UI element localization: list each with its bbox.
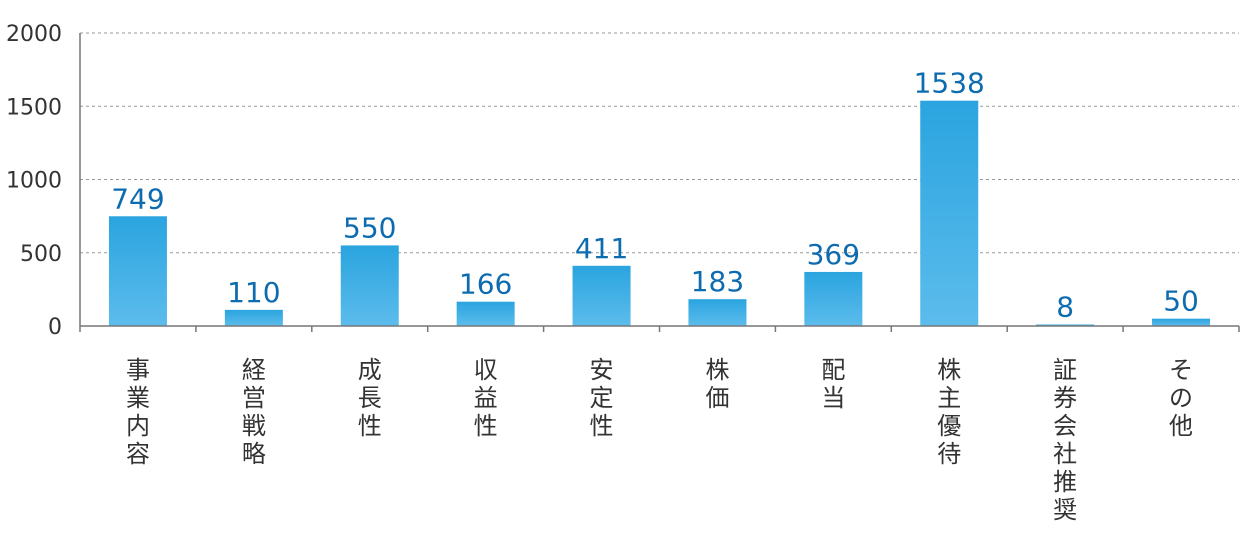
category-label: 株主優待 <box>937 356 961 468</box>
data-label: 50 <box>1163 285 1199 318</box>
data-label: 183 <box>691 265 744 298</box>
data-label: 166 <box>459 268 512 301</box>
bar <box>804 271 863 326</box>
y-tick-label: 2000 <box>6 22 62 47</box>
bar <box>1152 318 1211 326</box>
y-tick-label: 500 <box>20 242 62 267</box>
y-tick-label: 0 <box>48 315 62 340</box>
bar <box>224 309 283 326</box>
x-axis-categories: 事業内容 経営戦略 成長性 収益性 安定性 株価 配当 株主優待 証券会社推奨 その他 <box>126 356 1193 524</box>
category-label: 安定性 <box>590 356 614 440</box>
category-label: 株価 <box>705 356 729 412</box>
bars <box>108 100 1211 326</box>
data-label: 369 <box>807 238 860 271</box>
category-label: 収益性 <box>474 356 498 440</box>
category-label: 配当 <box>821 356 845 412</box>
category-label: その他 <box>1169 356 1193 440</box>
bar <box>688 299 747 326</box>
category-label: 経営戦略 <box>242 356 266 468</box>
data-label: 110 <box>227 276 280 309</box>
y-tick-label: 1500 <box>6 95 62 120</box>
bar <box>572 265 631 326</box>
y-axis-ticks: 0 500 1000 1500 2000 <box>6 22 62 340</box>
gridlines <box>80 32 1239 254</box>
data-label: 749 <box>111 182 164 215</box>
category-label: 証券会社推奨 <box>1053 356 1077 524</box>
bar <box>456 301 515 326</box>
axes <box>79 33 1240 332</box>
data-label: 1538 <box>914 67 985 100</box>
bar <box>920 100 979 326</box>
category-label: 事業内容 <box>126 356 150 468</box>
bar <box>108 216 167 326</box>
bar <box>340 245 399 326</box>
data-label: 411 <box>575 232 628 265</box>
data-labels: 749 110 550 166 411 183 369 1538 8 50 <box>111 67 1199 324</box>
data-label: 550 <box>343 211 396 244</box>
category-label: 成長性 <box>358 356 382 440</box>
y-tick-label: 1000 <box>6 169 62 194</box>
data-label: 8 <box>1056 291 1074 324</box>
